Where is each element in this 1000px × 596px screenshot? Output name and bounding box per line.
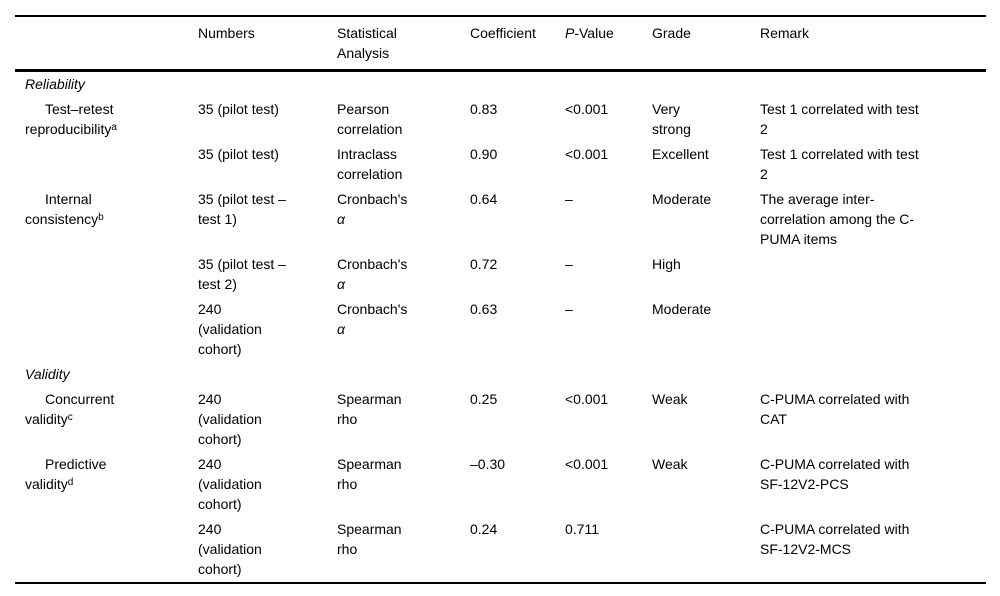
numbers-cell: 240 (validation cohort)	[198, 391, 262, 447]
row-label-cell: Test–retest reproducibilitya	[15, 97, 198, 142]
grade-cell: Very strong	[652, 101, 691, 137]
footnote-marker: b	[98, 212, 104, 223]
header-statistical-analysis: Statistical Analysis	[337, 16, 470, 72]
p-value-cell: <0.001	[565, 146, 609, 162]
coefficient-cell: 0.63	[470, 301, 498, 317]
coefficient-cell: 0.25	[470, 391, 498, 407]
grade-cell: Moderate	[652, 191, 712, 207]
remark-cell	[760, 297, 986, 362]
analysis-cell: Spearman rho	[337, 456, 402, 492]
alpha-symbol: α	[337, 276, 345, 292]
analysis-cell: Spearman rho	[337, 521, 402, 557]
header-remark: Remark	[760, 16, 986, 72]
table-row-internal-consistency-test1: Internal consistencyb 35 (pilot test – t…	[15, 187, 986, 252]
remark-cell: The average inter- correlation among the…	[760, 191, 915, 247]
coefficient-cell: 0.64	[470, 191, 498, 207]
remark-cell: C-PUMA correlated with CAT	[760, 391, 910, 427]
row-label: Test–retest reproducibility	[25, 101, 114, 137]
coefficient-cell: –0.30	[470, 456, 506, 472]
numbers-cell: 240 (validation cohort)	[198, 521, 262, 577]
analysis-cell: Intraclass correlation	[337, 146, 403, 182]
table-row-test-retest-pearson: Test–retest reproducibilitya 35 (pilot t…	[15, 97, 986, 142]
header-numbers: Numbers	[198, 16, 337, 72]
remark-cell: Test 1 correlated with test 2	[760, 101, 919, 137]
analysis-name: Cronbach's	[337, 256, 408, 272]
grade-cell	[652, 517, 760, 583]
analysis-name: Cronbach's	[337, 301, 408, 317]
p-value-cell: –	[565, 191, 573, 207]
remark-cell: C-PUMA correlated with SF-12V2-MCS	[760, 521, 910, 557]
row-label-cell: Concurrent validityc	[15, 387, 198, 452]
section-row-validity: Validity	[15, 362, 986, 387]
analysis-cell: Pearson correlation	[337, 101, 403, 137]
row-label-cell	[15, 252, 198, 297]
grade-cell: Moderate	[652, 301, 712, 317]
alpha-symbol: α	[337, 321, 345, 337]
coefficient-cell: 0.90	[470, 146, 498, 162]
table-row-test-retest-intraclass: 35 (pilot test) Intraclass correlation 0…	[15, 142, 986, 187]
row-label-cell: Predictive validityd	[15, 452, 198, 517]
row-label-cell	[15, 517, 198, 583]
numbers-cell: 240 (validation cohort)	[198, 456, 262, 512]
remark-cell	[760, 252, 986, 297]
row-label-cell: Internal consistencyb	[15, 187, 198, 252]
coefficient-cell: 0.83	[470, 101, 498, 117]
table-row-predictive-validity-mcs: 240 (validation cohort) Spearman rho 0.2…	[15, 517, 986, 583]
header-row-label	[15, 16, 198, 72]
grade-cell: Excellent	[652, 146, 709, 162]
section-row-reliability: Reliability	[15, 71, 986, 98]
p-value-cell: <0.001	[565, 391, 609, 407]
row-label-cell	[15, 142, 198, 187]
numbers-cell: 35 (pilot test)	[198, 146, 279, 162]
section-label-validity: Validity	[25, 366, 70, 382]
grade-cell: High	[652, 256, 681, 272]
footnote-marker: c	[67, 412, 73, 423]
footnote-marker: a	[111, 122, 117, 133]
alpha-symbol: α	[337, 211, 345, 227]
numbers-cell: 240 (validation cohort)	[198, 301, 262, 357]
header-row: Numbers Statistical Analysis Coefficient…	[15, 16, 986, 72]
analysis-cell: Cronbach's α	[337, 187, 470, 252]
table-row-internal-consistency-cohort: 240 (validation cohort) Cronbach's α 0.63…	[15, 297, 986, 362]
analysis-cell: Spearman rho	[337, 391, 402, 427]
p-value-cell: <0.001	[565, 101, 609, 117]
row-label: Concurrent validity	[25, 391, 115, 427]
header-grade: Grade	[652, 16, 760, 72]
section-label-reliability: Reliability	[25, 76, 85, 92]
row-label-cell	[15, 297, 198, 362]
p-value-cell: <0.001	[565, 456, 609, 472]
p-value-rest: -Value	[574, 25, 614, 41]
p-value-cell: 0.711	[565, 521, 599, 537]
table-row-internal-consistency-test2: 35 (pilot test – test 2) Cronbach's α 0.7…	[15, 252, 986, 297]
psychometric-results-table: Numbers Statistical Analysis Coefficient…	[15, 15, 986, 584]
p-value-italic-p: P	[565, 25, 575, 41]
header-coefficient: Coefficient	[470, 16, 565, 72]
numbers-cell: 35 (pilot test – test 1)	[198, 191, 286, 227]
grade-cell: Weak	[652, 456, 688, 472]
analysis-cell: Cronbach's α	[337, 297, 470, 362]
numbers-cell: 35 (pilot test – test 2)	[198, 256, 286, 292]
remark-cell: Test 1 correlated with test 2	[760, 146, 919, 182]
analysis-cell: Cronbach's α	[337, 252, 470, 297]
p-value-cell: –	[565, 301, 573, 317]
paper-table: Numbers Statistical Analysis Coefficient…	[15, 15, 986, 584]
table-row-predictive-validity-pcs: Predictive validityd 240 (validation coh…	[15, 452, 986, 517]
remark-cell: C-PUMA correlated with SF-12V2-PCS	[760, 456, 910, 492]
numbers-cell: 35 (pilot test)	[198, 101, 279, 117]
table-row-concurrent-validity: Concurrent validityc 240 (validation coh…	[15, 387, 986, 452]
analysis-name: Cronbach's	[337, 191, 408, 207]
row-label: Predictive validity	[25, 456, 107, 492]
p-value-cell: –	[565, 256, 573, 272]
footnote-marker: d	[67, 477, 74, 488]
coefficient-cell: 0.24	[470, 521, 498, 537]
coefficient-cell: 0.72	[470, 256, 498, 272]
row-label: Internal consistency	[25, 191, 99, 227]
header-p-value: P-Value	[565, 16, 652, 72]
grade-cell: Weak	[652, 391, 688, 407]
